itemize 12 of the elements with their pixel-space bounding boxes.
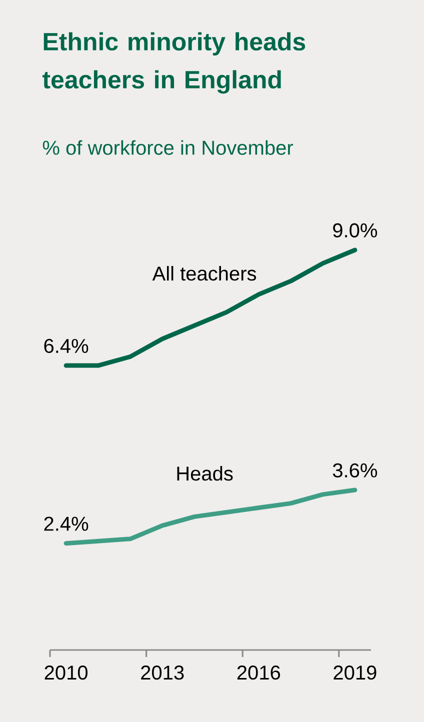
chart-title: Ethnic minority heads teachers in England <box>42 32 306 94</box>
x-tick-label: 2016 <box>237 666 280 680</box>
x-tick-label: 2010 <box>44 666 88 680</box>
series-label: All teachers <box>152 266 256 281</box>
data-label: 3.6% <box>332 463 378 478</box>
series-label: Heads <box>177 466 233 481</box>
data-label: 6.4% <box>44 338 88 354</box>
x-tick-label: 2019 <box>334 666 376 680</box>
data-label: 2.4% <box>44 516 88 531</box>
data-label: 9.0% <box>333 223 378 238</box>
x-tick-label: 2013 <box>141 666 184 680</box>
chart-subtitle: % of workforce in November <box>42 140 294 155</box>
